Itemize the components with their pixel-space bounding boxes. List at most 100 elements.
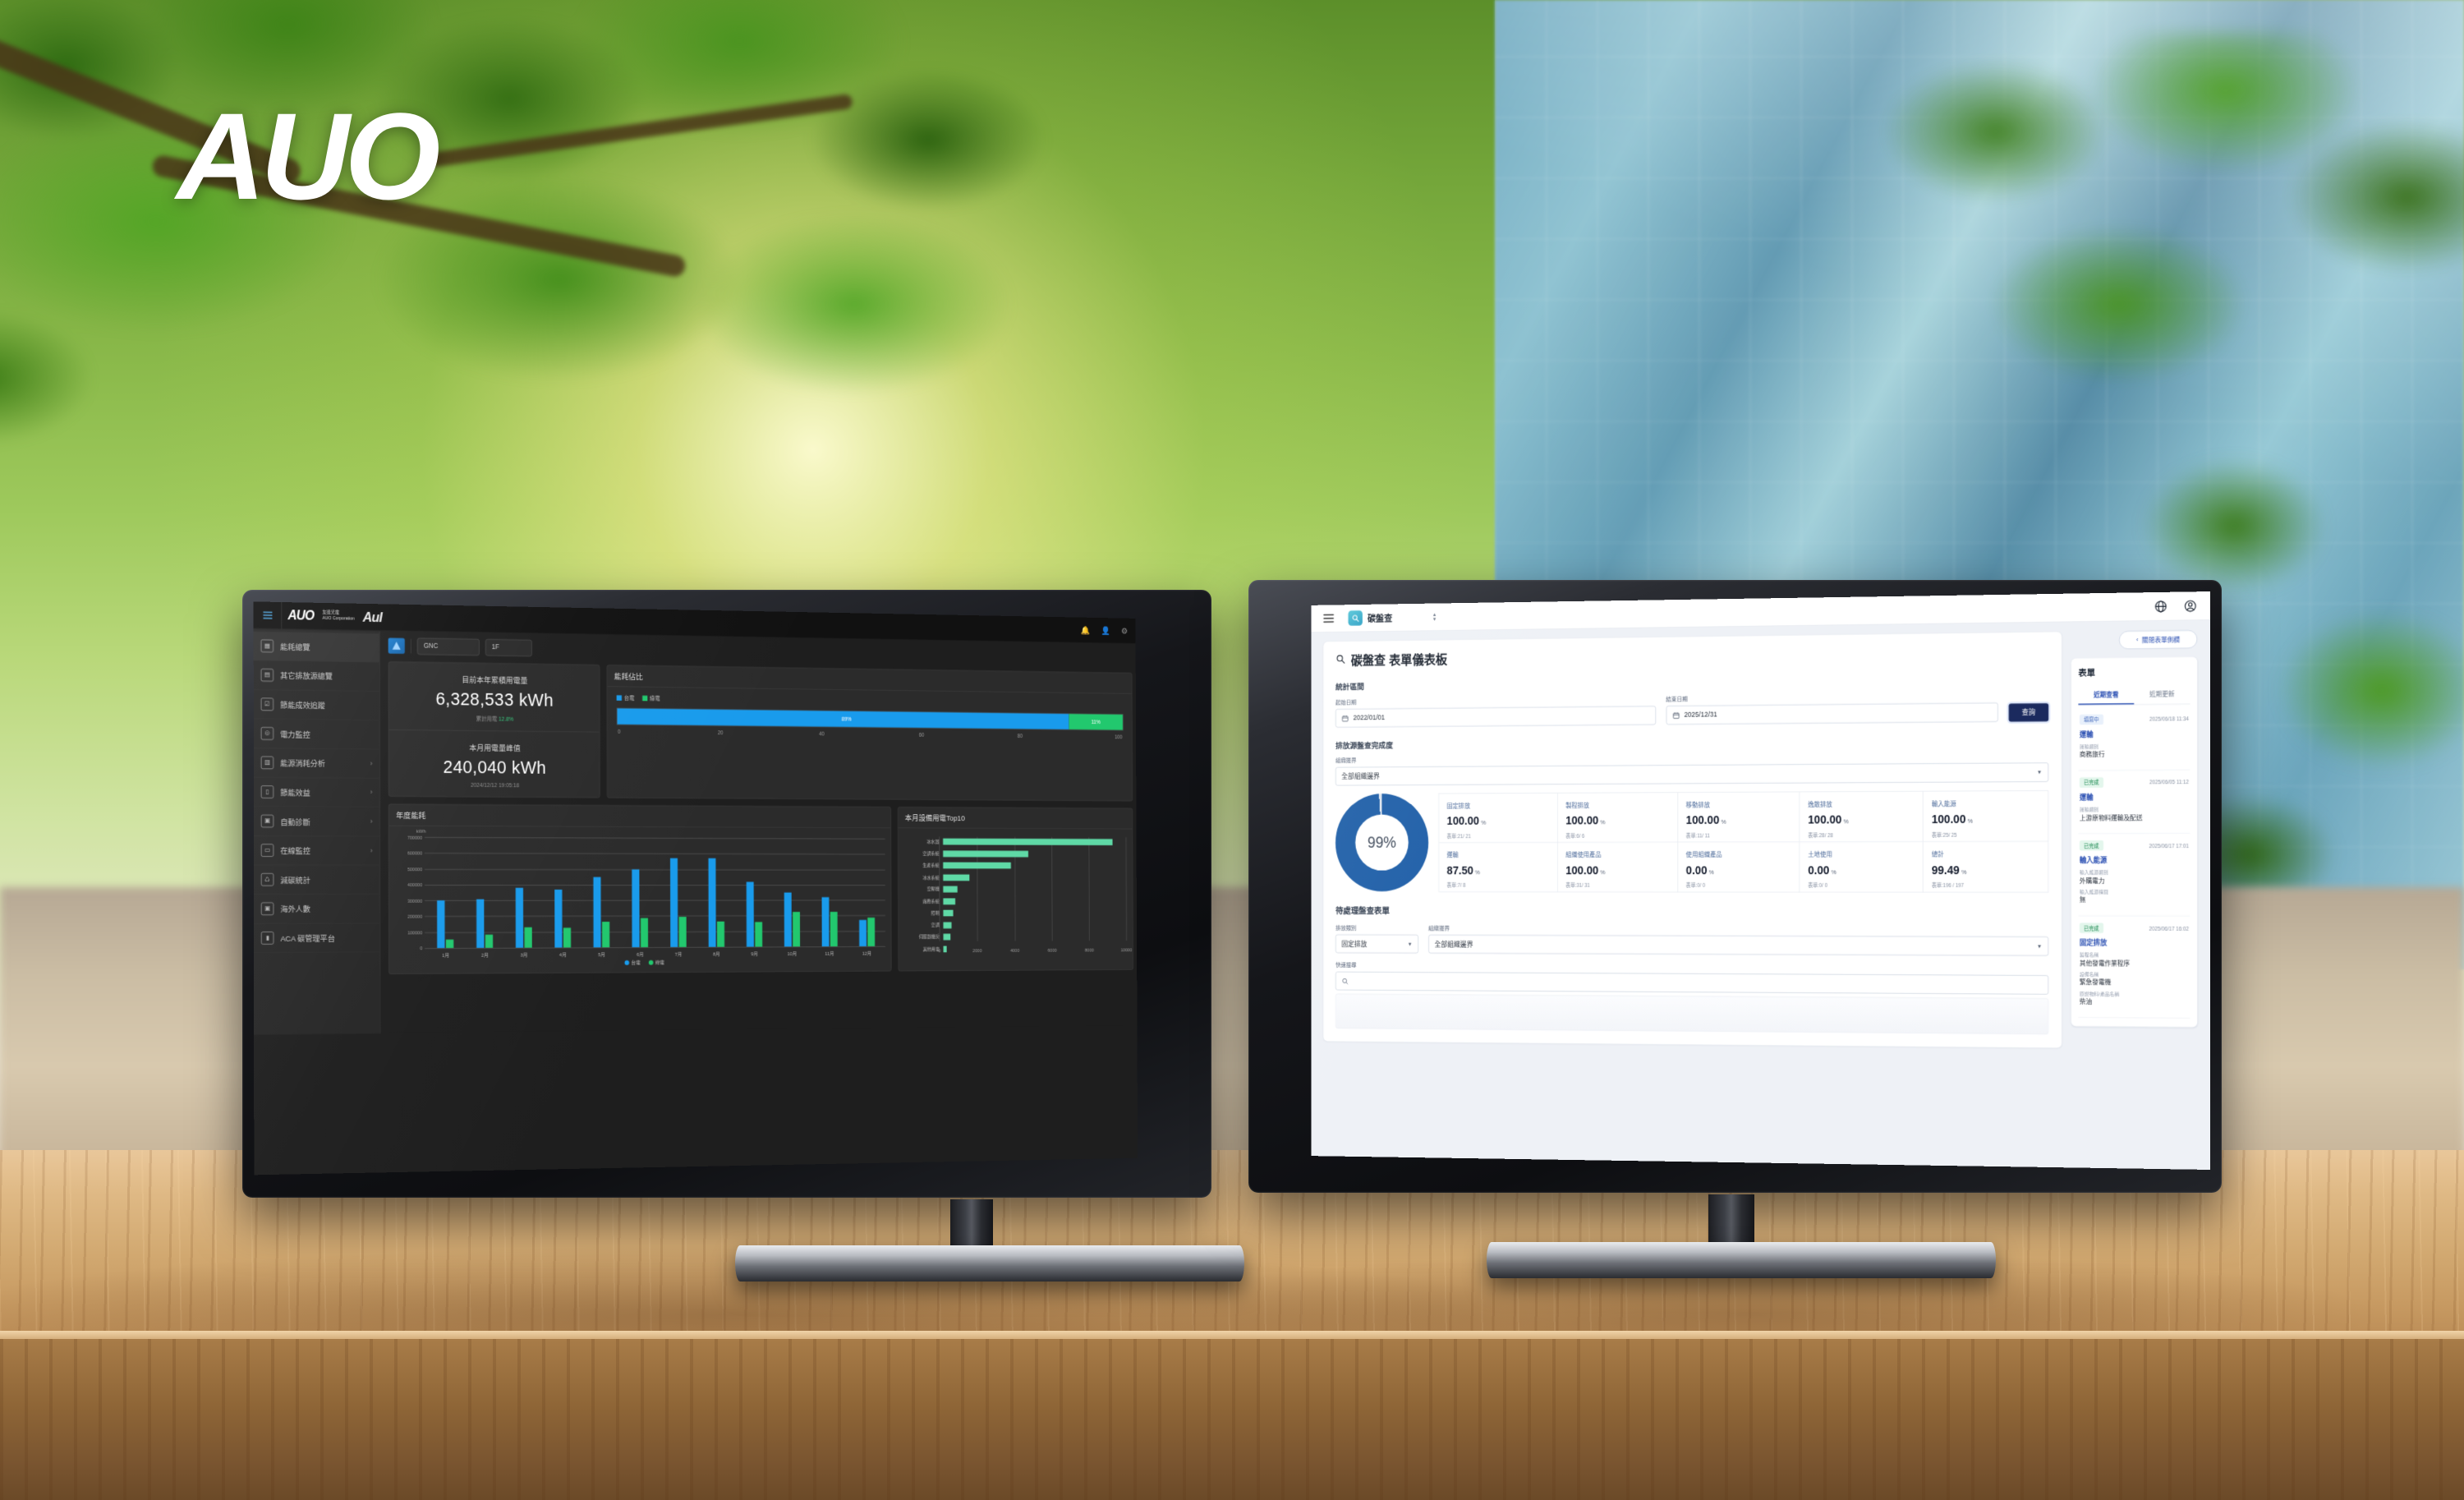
top10-chart-card: 本月設備用電Top10 冰水器 空調系統 生產系統 冰水系統 空壓機 廠務系統 照明 空調 伺服…	[897, 807, 1133, 972]
form-item-3[interactable]: 已完成 2025/06/17 16:02 固定排放 製程名稱 其他發電作業程序 設備名稱緊…	[2078, 916, 2190, 1019]
annual-bar	[784, 892, 792, 947]
form-item-0[interactable]: 填寫中 2025/06/18 11:34 運輸 運輸類別 商務旅行	[2078, 706, 2190, 771]
completion-card-label: 移動排放	[1685, 801, 1711, 809]
form-item-title[interactable]: 運輸	[2079, 731, 2094, 739]
sidebar-item-4[interactable]: ▥ 能源消耗分析 ›	[253, 748, 380, 779]
top10-bar	[943, 933, 951, 941]
sidebar-item-7[interactable]: ▭ 在線監控 ›	[253, 835, 380, 866]
ratio-axis-tick-3: 60	[918, 731, 925, 738]
completion-card-sub: 表單:0/ 0	[1808, 881, 1827, 889]
pending-boundary-value: 全部組織邊界	[1434, 941, 1473, 949]
top10-chart-plot: 冰水器 空調系統 生產系統 冰水系統 空壓機 廠務系統 照明 空調 伺服器機房 其他用電 0 200…	[899, 828, 1133, 964]
pending-filters: 排放類別 固定排放 ▼ 組織邊界 全部組織邊界 ▼	[1335, 923, 2049, 956]
top10-bar	[943, 946, 947, 952]
close-sidepanel-button[interactable]: ‹ 關閉表單側欄	[2119, 629, 2198, 650]
completion-card-label: 總計	[1931, 850, 1944, 858]
annual-bar	[563, 927, 572, 948]
annual-bar-group	[659, 858, 697, 947]
form-item-1[interactable]: 已完成 2025/06/05 11:12 運輸 運輸類別 上游原物料運輸及配送	[2078, 770, 2190, 834]
hamburger-icon[interactable]	[1323, 614, 1335, 623]
completion-card-sub: 表單:28/ 28	[1808, 831, 1833, 839]
sidebar-item-1[interactable]: ▤ 其它排放源總覽	[253, 660, 379, 692]
bell-icon[interactable]: 🔔	[1080, 625, 1091, 635]
tab-gnc[interactable]: GNC	[416, 637, 480, 656]
right-monitor-screen: 碳盤查 ▲ ▼	[1311, 591, 2210, 1170]
sidebar-item-2[interactable]: ☑ 節能成效追蹤	[253, 689, 379, 721]
recycle-icon: ♺	[260, 872, 274, 886]
top10-category: 空調	[931, 922, 940, 928]
form-item-title[interactable]: 固定排放	[2079, 939, 2108, 947]
form-tab-0[interactable]: 近期查看	[2078, 685, 2135, 706]
sidebar-item-label: 節能成效追蹤	[280, 701, 325, 711]
tab-1f[interactable]: 1F	[485, 638, 532, 657]
dashboard-icon	[388, 637, 405, 654]
form-item-2[interactable]: 已完成 2025/06/17 17:01 輸入能源 輸入能源類別 外購電力 輸入能源構間無	[2078, 833, 2190, 917]
top10-chart-title: 本月設備用電Top10	[898, 807, 1133, 830]
form-sidepanel: ‹ 關閉表單側欄 表單 近期查看 近期更新 填寫中 2025/06/18 11:34…	[2071, 629, 2198, 1049]
table-icon: ▤	[260, 668, 274, 682]
grid-icon: ▦	[260, 639, 274, 653]
sidebar-item-6[interactable]: ▣ 自動診斷 ›	[253, 807, 380, 837]
category-select[interactable]: 固定排放 ▼	[1335, 934, 1418, 954]
completion-card-sub: 表單:7/ 8	[1446, 881, 1466, 888]
form-item-time: 2025/06/17 16:02	[2149, 925, 2190, 932]
quick-search-input[interactable]	[1335, 971, 2049, 995]
sidebar-item-10[interactable]: ▮ ACA 碳管理平台	[254, 923, 380, 954]
sidebar-item-5[interactable]: ▯ 節能效益 ›	[253, 777, 380, 808]
completion-card-value: 100.00%	[1446, 815, 1487, 828]
annual-bar-group	[544, 889, 582, 948]
annual-bar	[792, 911, 800, 947]
annual-bar-group	[425, 900, 465, 949]
kpi-primary-label: 目前本年累積用電量	[462, 675, 528, 685]
top10-bar	[943, 922, 952, 928]
annual-chart-ylabel: kWh	[416, 828, 426, 835]
sidebar-item-label: 在線監控	[280, 847, 310, 856]
calendar-icon	[1672, 711, 1680, 719]
annual-bar-group	[735, 881, 773, 947]
top10-bar	[943, 850, 1028, 858]
completion-card-sub: 表單:21/ 21	[1446, 832, 1471, 840]
completion-card-value: 99.49%	[1931, 863, 1967, 877]
completion-card-label: 使用組織產品	[1685, 851, 1722, 859]
start-date-input[interactable]: 2022/01/01	[1335, 706, 1656, 728]
status-badge: 已完成	[2079, 777, 2103, 788]
search-button[interactable]: 查詢	[2008, 703, 2049, 722]
form-tab-1[interactable]: 近期更新	[2149, 690, 2175, 698]
top10-row: 空調	[904, 920, 1126, 931]
top10-bar	[943, 898, 956, 904]
top10-row: 空調系統	[904, 849, 1126, 859]
top10-bar	[943, 838, 1113, 846]
kpi-secondary-sub: 2024/12/12 19:05:18	[471, 782, 519, 789]
annual-chart-title: 年度能耗	[388, 804, 891, 829]
sidebar-item-0[interactable]: ▦ 能耗總覽	[253, 631, 379, 663]
sidebar-item-9[interactable]: ▣ 海外人數	[254, 894, 380, 924]
sidebar-item-3[interactable]: ◎ 電力監控	[253, 719, 379, 750]
globe-icon[interactable]	[2154, 599, 2167, 613]
end-date-value: 2025/12/31	[1684, 711, 1717, 719]
form-item-title[interactable]: 輸入能源	[2079, 857, 2108, 865]
boundary-select[interactable]: 全部組織邊界 ▼	[1335, 762, 2049, 786]
gear-icon[interactable]: ⚙	[1120, 625, 1129, 636]
pending-boundary-select[interactable]: 全部組織邊界 ▼	[1428, 934, 2049, 956]
completion-card-value: 100.00%	[1808, 813, 1849, 827]
completion-card-3: 逸散排放 100.00% 表單:28/ 28	[1800, 791, 1924, 843]
boundary-value: 全部組織邊界	[1341, 773, 1380, 781]
completion-card-value: 0.00%	[1685, 864, 1714, 877]
user-icon[interactable]: 👤	[1101, 625, 1110, 635]
form-field-value: 外購電力	[2079, 877, 2105, 885]
annual-bar	[485, 934, 494, 948]
form-item-title[interactable]: 運輸	[2079, 794, 2094, 802]
annual-bar	[476, 899, 485, 948]
ratio-axis: 0 20 40 60 80 100	[617, 729, 1124, 740]
form-field: 輸入能源類別 外購電力	[2080, 869, 2189, 885]
updown-chevron-icon[interactable]: ▲ ▼	[1432, 611, 1437, 622]
hamburger-icon[interactable]	[254, 611, 282, 619]
completion-card-sub: 表單:25/ 25	[1931, 831, 1957, 838]
completion-card-4: 輸入能源 100.00% 表單:25/ 25	[1923, 790, 2049, 842]
account-circle-icon[interactable]	[2183, 599, 2197, 613]
sidebar-item-8[interactable]: ♺ 減碳統計	[253, 865, 380, 895]
top10-row: 廠務系統	[904, 896, 1126, 906]
completion-card-6: 組織使用產品 100.00% 表單:31/ 31	[1557, 842, 1678, 893]
completion-row: 99% 固定排放 100.00% 表單:21/ 21 製程排放 100.00% 表單:6/…	[1335, 790, 2049, 893]
end-date-input[interactable]: 2025/12/31	[1666, 702, 1998, 725]
